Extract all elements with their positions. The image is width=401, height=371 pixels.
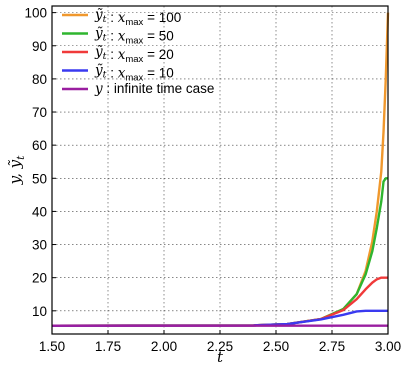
- series-layer: [51, 12, 390, 327]
- x-tick-label: 1.75: [95, 339, 121, 354]
- legend-item: ỹt : xmax = 50: [62, 26, 174, 47]
- legend-item: ỹt : xmax = 20: [62, 44, 174, 65]
- legend-label: ỹt : xmax = 100: [94, 7, 181, 28]
- y-tick-label: 80: [32, 72, 47, 87]
- y-axis-label: y, ỹt: [6, 155, 27, 186]
- x-tick-label: 1.50: [39, 339, 65, 354]
- y-tick-label: 70: [32, 105, 47, 120]
- y-tick-label: 100: [24, 6, 47, 21]
- legend-item: ỹt : xmax = 10: [62, 63, 174, 84]
- legend-label: ỹt : xmax = 50: [94, 26, 174, 47]
- legend-label: ỹt : xmax = 20: [94, 44, 174, 65]
- x-tick-label: 2.00: [151, 339, 177, 354]
- legend-item: ỹt : xmax = 100: [62, 7, 181, 28]
- y-tick-label: 20: [32, 271, 47, 286]
- y-tick-label: 50: [32, 171, 47, 186]
- legend-label: y : infinite time case: [94, 81, 214, 97]
- y-tick-label: 10: [32, 304, 47, 319]
- legend-label: ỹt : xmax = 10: [94, 63, 174, 84]
- x-tick-label: 3.00: [375, 339, 401, 354]
- y-tick-label: 30: [32, 238, 47, 253]
- x-tick-label: 2.50: [263, 339, 289, 354]
- y-tick-label: 40: [32, 204, 47, 219]
- y-tick-label: 90: [32, 39, 47, 54]
- x-tick-label: 2.25: [207, 339, 233, 354]
- legend-item: y : infinite time case: [62, 81, 214, 97]
- axis-ticks: 1.50 1.75 2.00 2.25 2.50 2.75 3.00 10 20 30 40 50 60…: [24, 6, 401, 354]
- x-axis-label: t: [217, 348, 224, 366]
- x-tick-label: 2.75: [319, 339, 345, 354]
- grid: [52, 6, 388, 334]
- y-tick-label: 60: [32, 138, 47, 153]
